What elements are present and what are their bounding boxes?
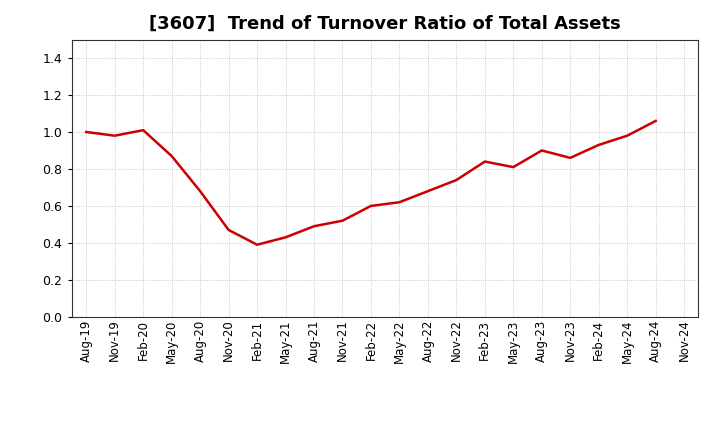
- Title: [3607]  Trend of Turnover Ratio of Total Assets: [3607] Trend of Turnover Ratio of Total …: [149, 15, 621, 33]
